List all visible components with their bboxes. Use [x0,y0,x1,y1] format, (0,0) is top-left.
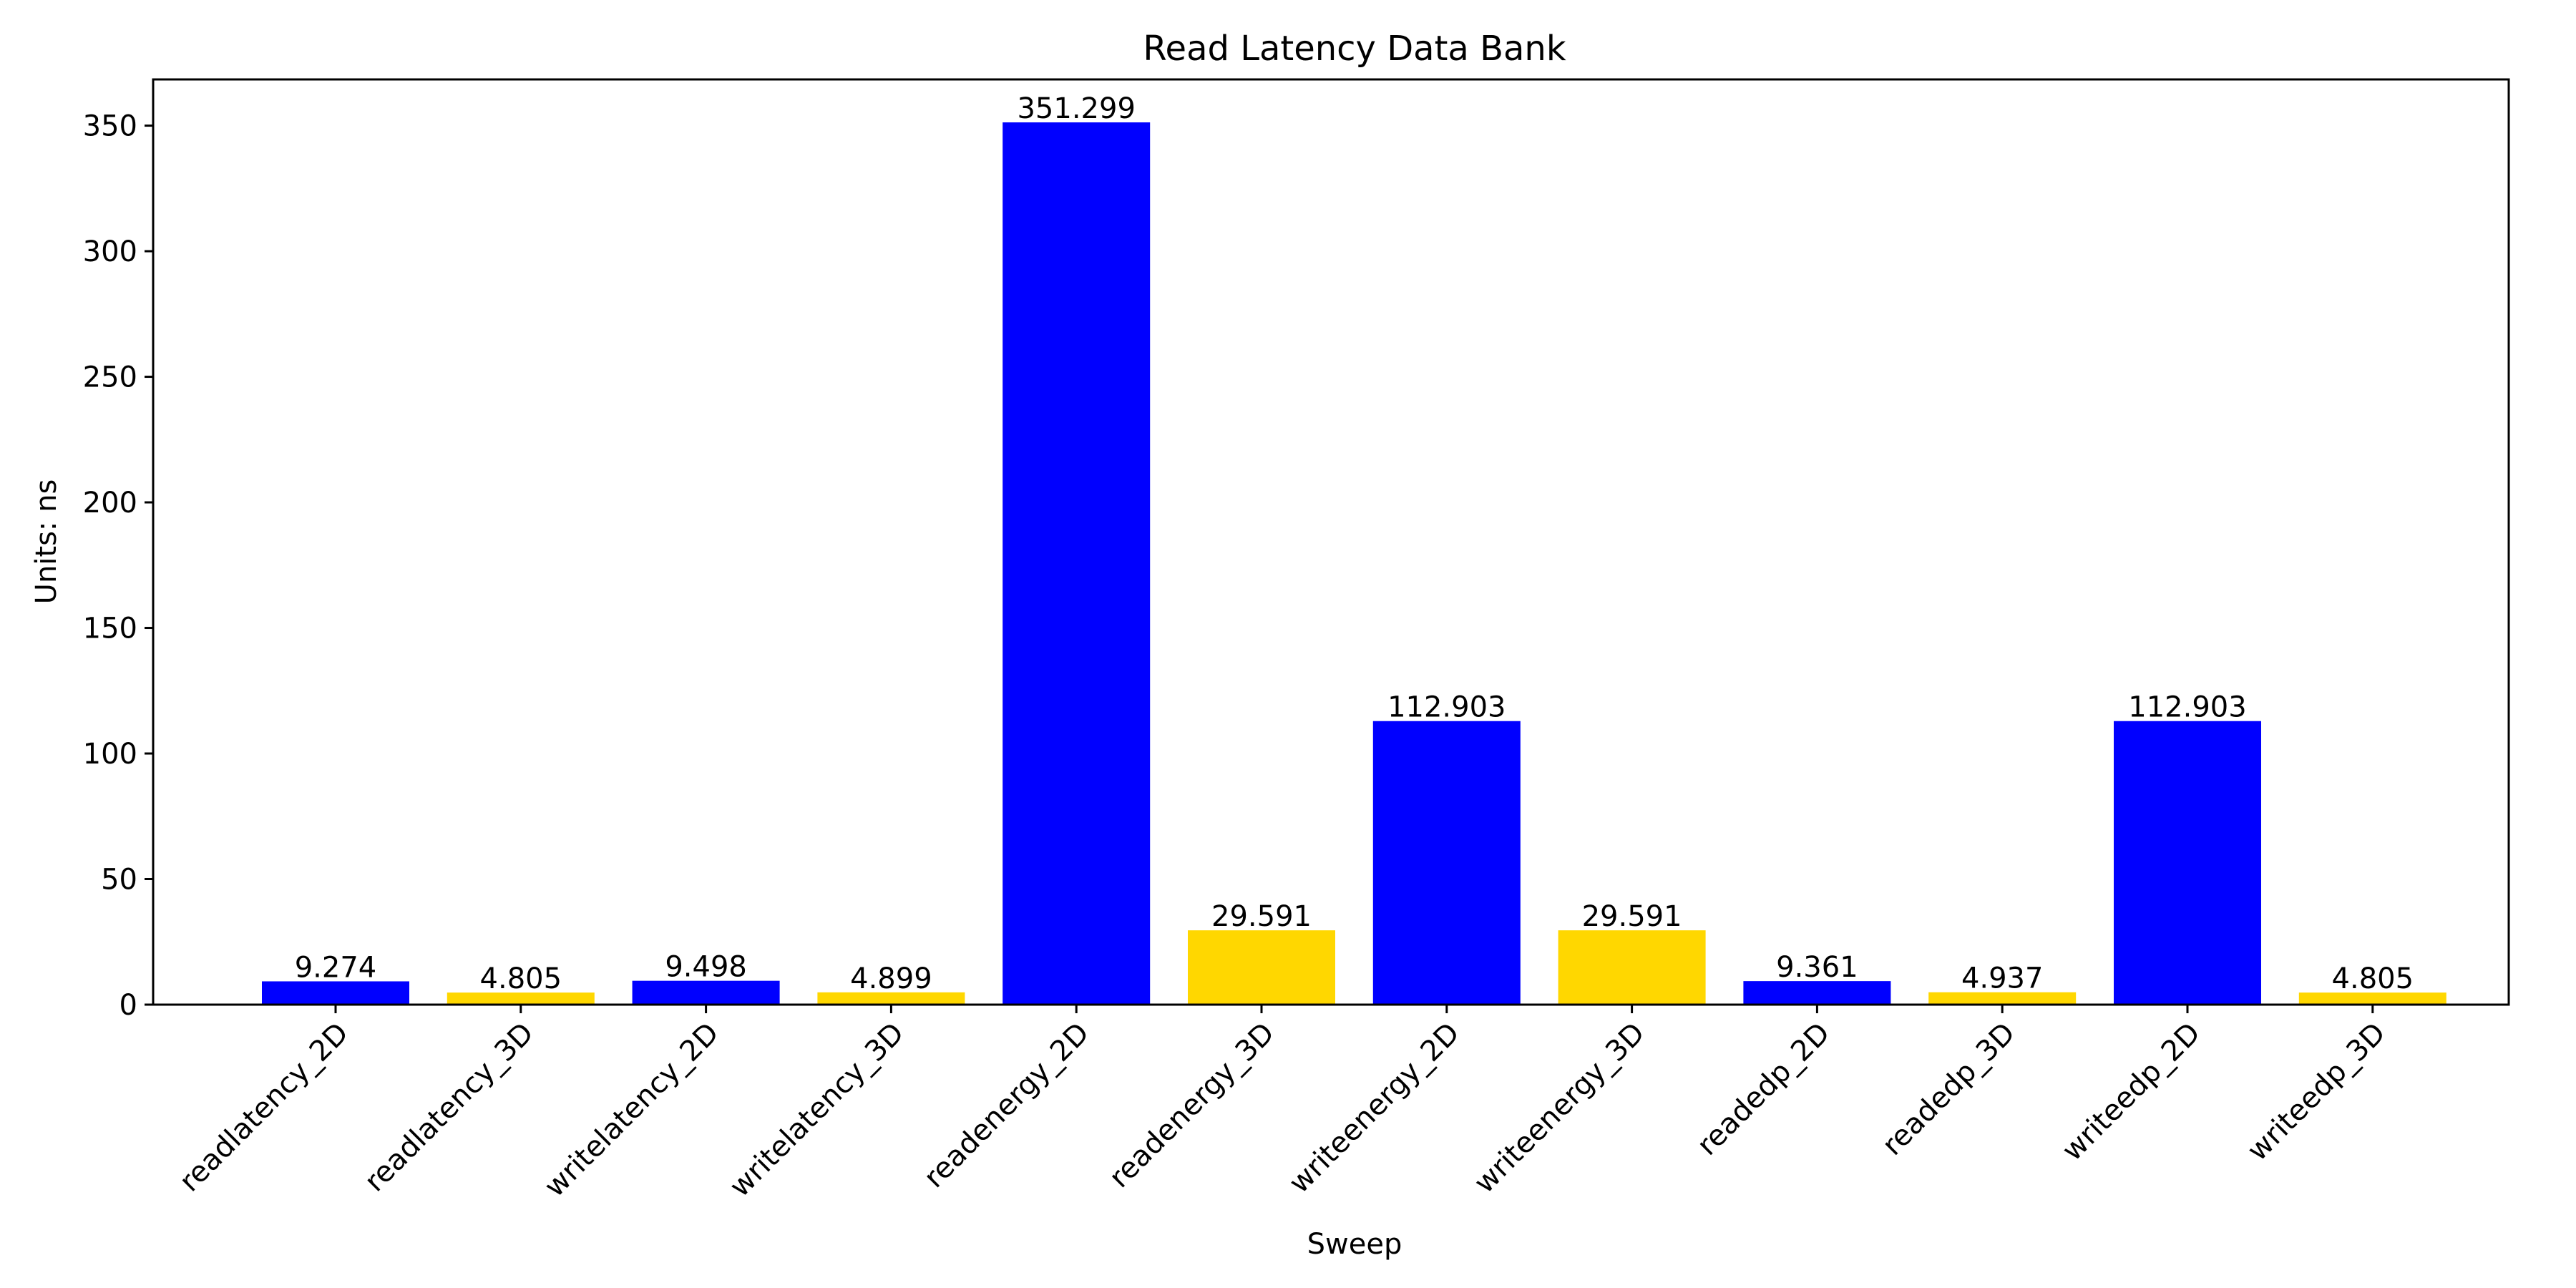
y-tick-label-100: 100 [83,738,137,771]
value-label-writeedp_2D: 112.903 [2128,691,2246,724]
x-tick-label-readenergy_2D: readenergy_2D [918,1017,1096,1195]
y-tick-label-350: 350 [83,110,137,143]
value-label-writelatency_3D: 4.899 [850,962,932,995]
value-label-readlatency_3D: 4.805 [480,962,562,995]
value-label-readenergy_2D: 351.299 [1017,92,1135,125]
y-tick-label-300: 300 [83,235,137,268]
value-label-writeenergy_3D: 29.591 [1582,900,1682,933]
x-axis-label: Sweep [1307,1228,1402,1261]
bars-layer [262,122,2446,1005]
y-tick-label-50: 50 [101,864,137,897]
x-tick-label-writeenergy_2D: writeenergy_2D [1283,1017,1466,1200]
bar-readlatency_3D [447,992,595,1005]
x-tick-label-writelatency_3D: writelatency_3D [723,1017,910,1204]
value-label-readlatency_2D: 9.274 [295,951,377,984]
value-label-writeedp_3D: 4.805 [2332,962,2414,995]
bar-writelatency_3D [817,992,965,1005]
y-tick-label-0: 0 [119,989,137,1022]
bar-readenergy_3D [1188,930,1335,1005]
bar-writeenergy_2D [1372,721,1521,1005]
x-tick-label-readlatency_3D: readlatency_3D [358,1017,540,1199]
y-axis-label: Units: ns [30,479,63,605]
bar-readedp_2D [1743,981,1891,1005]
bar-writelatency_2D [632,980,780,1005]
x-tick-label-writelatency_2D: writelatency_2D [538,1017,725,1204]
x-tick-label-readlatency_2D: readlatency_2D [173,1017,355,1199]
value-labels-layer: 9.274 4.805 9.498 4.899 351.299 29.591 112.903… [295,92,2414,995]
y-tick-label-250: 250 [83,361,137,394]
y-tick-label-200: 200 [83,487,137,519]
y-axis: 0 50 100 150 200 250 300 350 [83,110,153,1022]
bar-readlatency_2D [262,981,409,1005]
x-tick-label-writeedp_2D: writeedp_2D [2056,1017,2207,1168]
x-tick-label-readedp_2D: readedp_2D [1691,1017,1836,1162]
x-tick-label-readenergy_3D: readenergy_3D [1103,1017,1281,1195]
x-tick-label-writeenergy_3D: writeenergy_3D [1468,1017,1652,1200]
bar-writeedp_3D [2298,992,2446,1005]
bar-writeenergy_3D [1558,930,1706,1005]
x-tick-label-writeedp_3D: writeedp_3D [2241,1017,2392,1168]
y-tick-label-150: 150 [83,613,137,645]
chart-title: Read Latency Data Bank [1143,29,1566,69]
bar-readenergy_2D [1002,122,1151,1005]
value-label-writelatency_2D: 9.498 [665,951,747,984]
bar-readedp_3D [1928,992,2077,1005]
value-label-writeenergy_2D: 112.903 [1387,691,1506,724]
value-label-readedp_3D: 4.937 [1961,962,2044,995]
x-tick-label-readedp_3D: readedp_3D [1876,1017,2021,1162]
value-label-readenergy_3D: 29.591 [1211,900,1312,933]
x-axis: readlatency_2D readlatency_3Dwritelatency… [173,1005,2392,1204]
value-label-readedp_2D: 9.361 [1776,951,1858,984]
bar-writeedp_2D [2114,721,2261,1005]
plot-area-frame [152,78,2510,1006]
